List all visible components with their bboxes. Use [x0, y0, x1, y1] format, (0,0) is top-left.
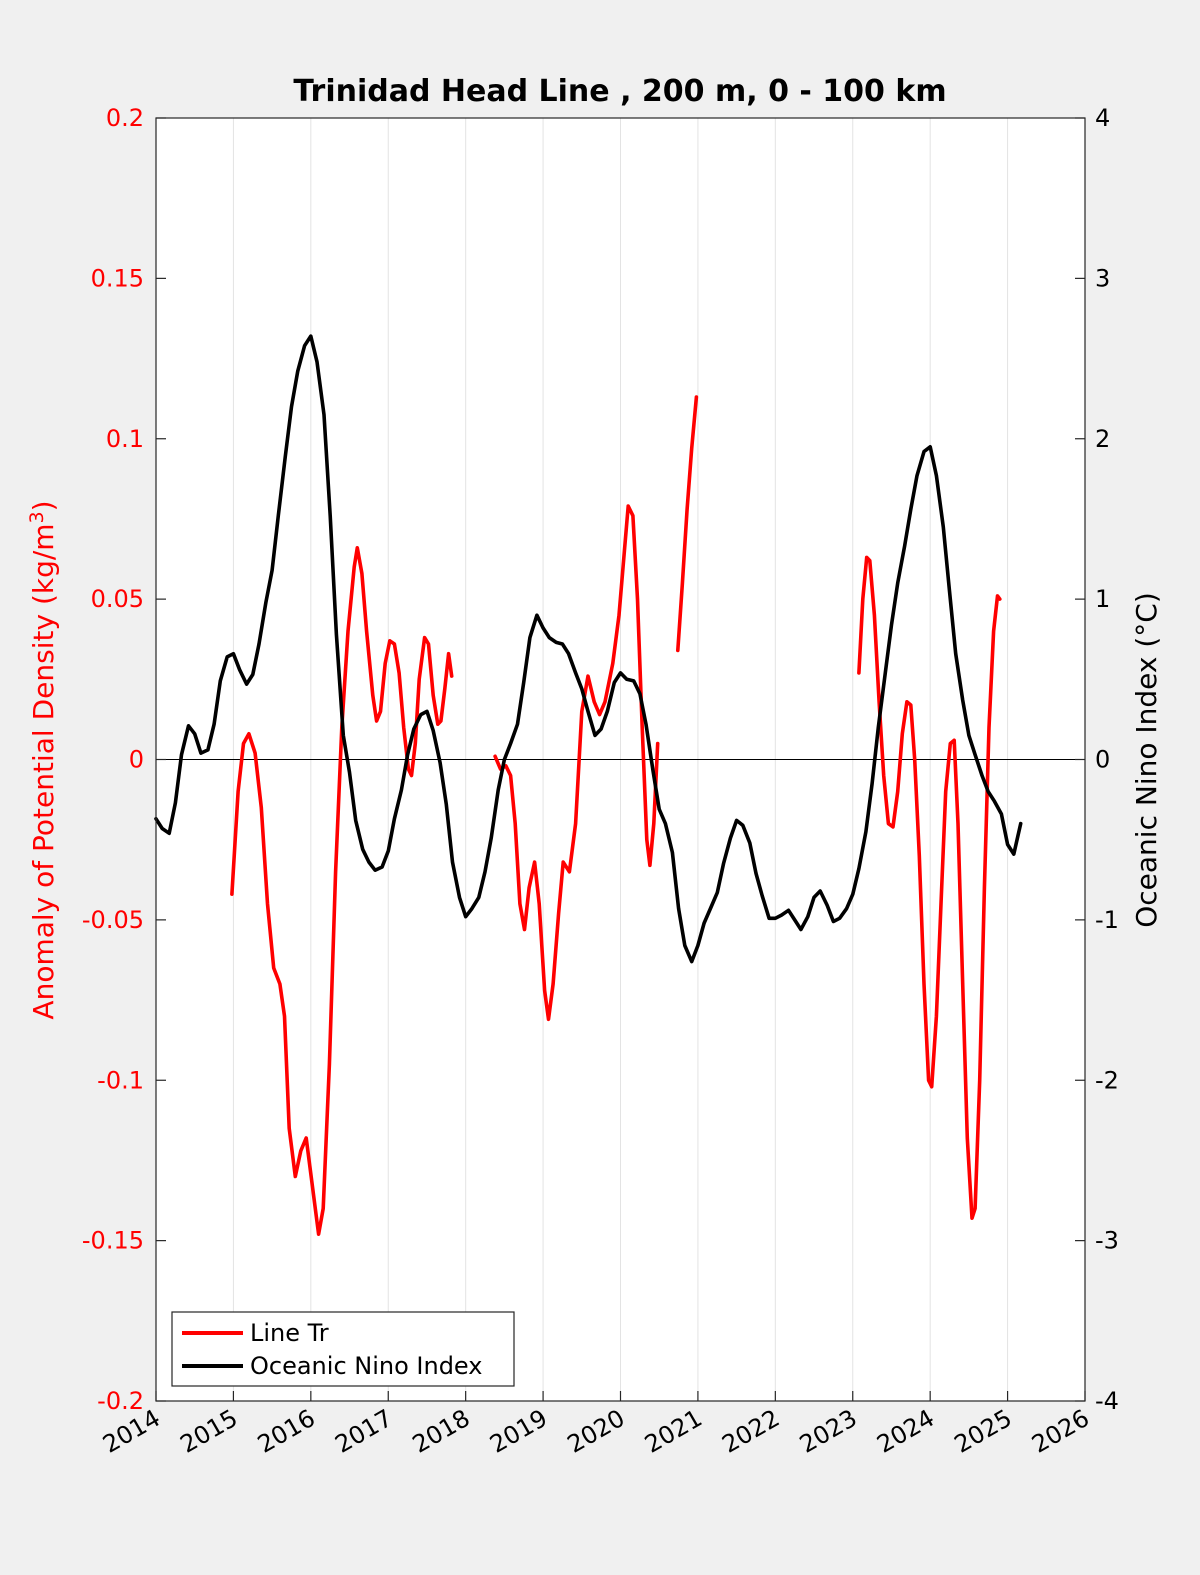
- x-tick-label: 2024: [872, 1404, 939, 1459]
- right-tick-label: -2: [1095, 1066, 1119, 1094]
- left-tick-label: -0.2: [97, 1387, 144, 1415]
- left-tick-label: -0.15: [82, 1227, 144, 1255]
- series-line-line-tr: [493, 504, 660, 1022]
- legend-label-line-tr: Line Tr: [250, 1319, 329, 1347]
- left-axis-ticks: -0.2 -0.15 -0.1 -0.05 0 0.05 0.1 0.15 0.2: [82, 104, 166, 1415]
- x-tick-label: 2016: [253, 1404, 320, 1459]
- chart-title: Trinidad Head Line , 200 m, 0 - 100 km: [293, 74, 946, 109]
- x-tick-label: 2017: [330, 1404, 397, 1459]
- left-tick-label: -0.1: [97, 1066, 144, 1094]
- right-axis-ticks: -4 -3 -2 -1 0 1 2 3 4: [1075, 104, 1119, 1415]
- series-line-line-tr: [230, 546, 454, 1236]
- series-line-oni: [154, 334, 1023, 964]
- left-axis-label: Anomaly of Potential Density (kg/m3): [26, 500, 60, 1019]
- right-tick-label: -4: [1095, 1387, 1119, 1415]
- left-tick-label: 0: [129, 746, 144, 774]
- x-tick-label: 2026: [1027, 1404, 1094, 1459]
- x-tick-label: 2021: [640, 1404, 707, 1459]
- legend-box: [171, 1311, 515, 1387]
- series-line-line-tr: [857, 555, 1002, 1220]
- x-tick-label: 2025: [950, 1404, 1017, 1459]
- x-tick-label: 2022: [717, 1404, 784, 1459]
- right-tick-label: 4: [1095, 104, 1110, 132]
- left-tick-label: 0.1: [106, 425, 144, 453]
- right-axis-label: Oceanic Nino Index (°C): [1130, 592, 1163, 928]
- legend: Line Tr Oceanic Nino Index: [171, 1311, 515, 1387]
- right-tick-label: 0: [1095, 746, 1110, 774]
- x-tick-label: 2015: [176, 1404, 243, 1459]
- x-tick-label: 2020: [563, 1404, 630, 1459]
- right-tick-label: 1: [1095, 585, 1110, 613]
- left-tick-label: 0.2: [106, 104, 144, 132]
- right-tick-label: -1: [1095, 906, 1119, 934]
- series-line-line-tr: [676, 395, 699, 653]
- right-tick-label: -3: [1095, 1227, 1119, 1255]
- left-tick-label: 0.05: [91, 585, 144, 613]
- left-tick-label: 0.15: [91, 264, 144, 292]
- x-tick-label: 2018: [408, 1404, 475, 1459]
- series-layer: [154, 334, 1023, 1236]
- right-tick-label: 3: [1095, 264, 1110, 292]
- legend-label-oni: Oceanic Nino Index: [250, 1352, 482, 1380]
- right-tick-label: 2: [1095, 425, 1110, 453]
- left-axis-label-superscript: 3: [26, 511, 48, 523]
- left-tick-label: -0.05: [82, 906, 144, 934]
- x-tick-label: 2019: [485, 1404, 552, 1459]
- x-tick-label: 2023: [795, 1404, 862, 1459]
